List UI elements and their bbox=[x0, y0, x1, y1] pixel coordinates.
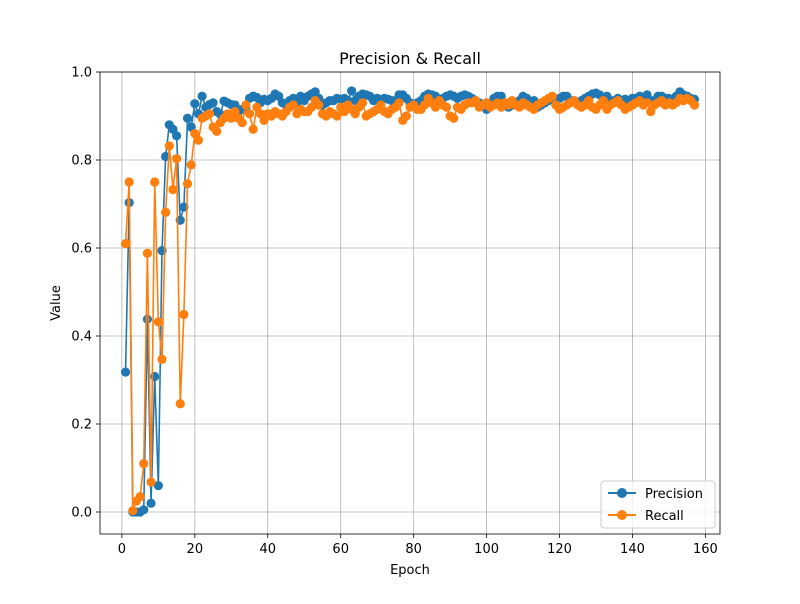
data-point-recall bbox=[179, 309, 189, 320]
data-point-recall bbox=[248, 124, 258, 134]
plot-frame bbox=[99, 71, 721, 535]
y-tick-label: 0.0 bbox=[71, 506, 92, 521]
x-tick-label: 20 bbox=[187, 542, 204, 557]
data-point-recall bbox=[449, 113, 459, 123]
data-point-recall bbox=[642, 98, 652, 108]
data-point-recall bbox=[120, 239, 131, 249]
series-line-recall bbox=[124, 95, 696, 512]
legend-item-precision: Precision bbox=[608, 487, 703, 502]
data-point-recall bbox=[394, 98, 404, 108]
legend-item-recall: Recall bbox=[608, 509, 684, 524]
legend-label-recall: Recall bbox=[645, 509, 684, 524]
series-line-precision bbox=[124, 90, 695, 513]
data-point-precision bbox=[146, 498, 156, 508]
data-point-recall bbox=[164, 141, 174, 151]
data-point-recall bbox=[139, 459, 149, 469]
data-point-recall bbox=[168, 184, 178, 195]
x-tick-label: 120 bbox=[547, 542, 572, 557]
x-tick-label: 60 bbox=[332, 542, 349, 557]
data-point-recall bbox=[135, 492, 145, 502]
legend-label-precision: Precision bbox=[645, 487, 703, 502]
x-tick-label: 160 bbox=[693, 542, 718, 557]
y-tick-label: 0.2 bbox=[71, 418, 92, 433]
data-point-recall bbox=[237, 118, 247, 128]
data-point-recall bbox=[441, 102, 452, 112]
data-point-recall bbox=[142, 248, 153, 258]
data-point-recall bbox=[150, 177, 160, 187]
data-point-recall bbox=[204, 109, 215, 119]
data-point-precision bbox=[182, 113, 193, 123]
series-layer bbox=[120, 86, 700, 517]
y-axis-label: Value bbox=[49, 285, 64, 321]
data-point-recall bbox=[193, 135, 204, 145]
x-tick-label: 100 bbox=[474, 542, 499, 557]
data-point-recall bbox=[241, 100, 251, 110]
tick-labels: 0 20 40 60 80 100 120 140 160 0.0 0.2 0.4 0.6 0.8 1.0 bbox=[71, 66, 718, 558]
x-tick-label: 140 bbox=[620, 542, 645, 557]
data-point-recall bbox=[244, 109, 255, 119]
x-axis-label: Epoch bbox=[390, 563, 430, 578]
y-tick-label: 0.8 bbox=[71, 154, 92, 169]
data-point-recall bbox=[288, 100, 298, 110]
data-point-precision bbox=[208, 98, 218, 108]
data-point-recall bbox=[175, 399, 185, 409]
series-recall bbox=[120, 91, 700, 516]
x-tick-label: 40 bbox=[259, 542, 276, 557]
data-point-recall bbox=[146, 477, 156, 487]
legend-marker-precision bbox=[617, 488, 627, 498]
data-point-recall bbox=[332, 111, 342, 121]
legend-marker-recall bbox=[617, 510, 627, 520]
y-tick-label: 0.6 bbox=[71, 242, 92, 257]
series-precision bbox=[120, 86, 700, 517]
chart-title: Precision & Recall bbox=[339, 49, 481, 68]
data-point-precision bbox=[347, 86, 357, 96]
data-point-recall bbox=[161, 207, 171, 217]
data-point-recall bbox=[128, 506, 138, 516]
data-point-recall bbox=[357, 98, 368, 108]
data-point-precision bbox=[139, 505, 149, 515]
data-point-recall bbox=[182, 179, 193, 189]
x-tick-label: 80 bbox=[405, 542, 422, 557]
data-point-recall bbox=[124, 177, 134, 187]
data-point-recall bbox=[689, 100, 700, 110]
data-point-precision bbox=[120, 367, 131, 377]
y-tick-label: 1.0 bbox=[71, 66, 92, 81]
data-point-precision bbox=[150, 371, 160, 382]
legend: Precision Recall bbox=[600, 480, 716, 529]
data-point-precision bbox=[190, 99, 200, 109]
data-point-recall bbox=[401, 111, 411, 121]
data-point-recall bbox=[157, 354, 167, 364]
axes bbox=[96, 71, 721, 538]
data-point-precision bbox=[171, 131, 182, 141]
data-point-recall bbox=[153, 317, 163, 327]
data-point-precision bbox=[142, 314, 153, 324]
grid bbox=[100, 71, 720, 534]
data-point-recall bbox=[314, 100, 324, 110]
data-point-recall bbox=[547, 91, 557, 101]
y-tick-label: 0.4 bbox=[71, 330, 92, 345]
data-point-recall bbox=[598, 96, 608, 106]
data-point-recall bbox=[171, 154, 182, 164]
data-point-precision bbox=[153, 481, 163, 491]
data-point-recall bbox=[186, 160, 196, 170]
data-point-recall bbox=[212, 126, 222, 136]
data-point-precision bbox=[197, 91, 207, 101]
x-tick-label: 0 bbox=[118, 542, 126, 557]
